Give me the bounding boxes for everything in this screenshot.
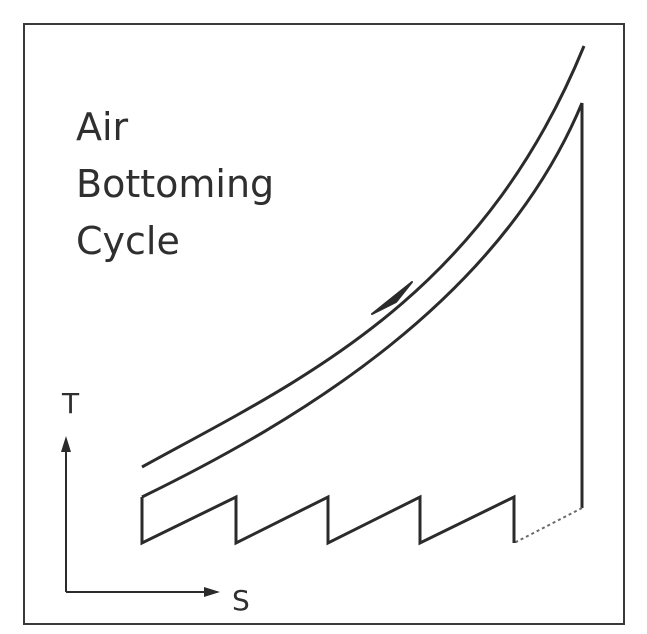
diagram-title-line-2: Bottoming [76, 162, 275, 206]
intercooled-compression-sawtooth [140, 494, 516, 546]
diagram-frame [23, 23, 625, 625]
lower-process-curve [141, 102, 584, 499]
s-axis-arrow-icon [204, 587, 220, 597]
s-axis-label: S [232, 584, 250, 617]
diagram-title-line-3: Cycle [76, 219, 180, 263]
heat-rejection-line [513, 507, 583, 544]
t-axis-arrow-icon [61, 436, 71, 452]
diagram-title-line-1: Air [76, 105, 129, 149]
direction-arrow-icon [371, 281, 413, 315]
upper-process-curve [141, 45, 586, 469]
t-axis-label: T [62, 387, 80, 420]
